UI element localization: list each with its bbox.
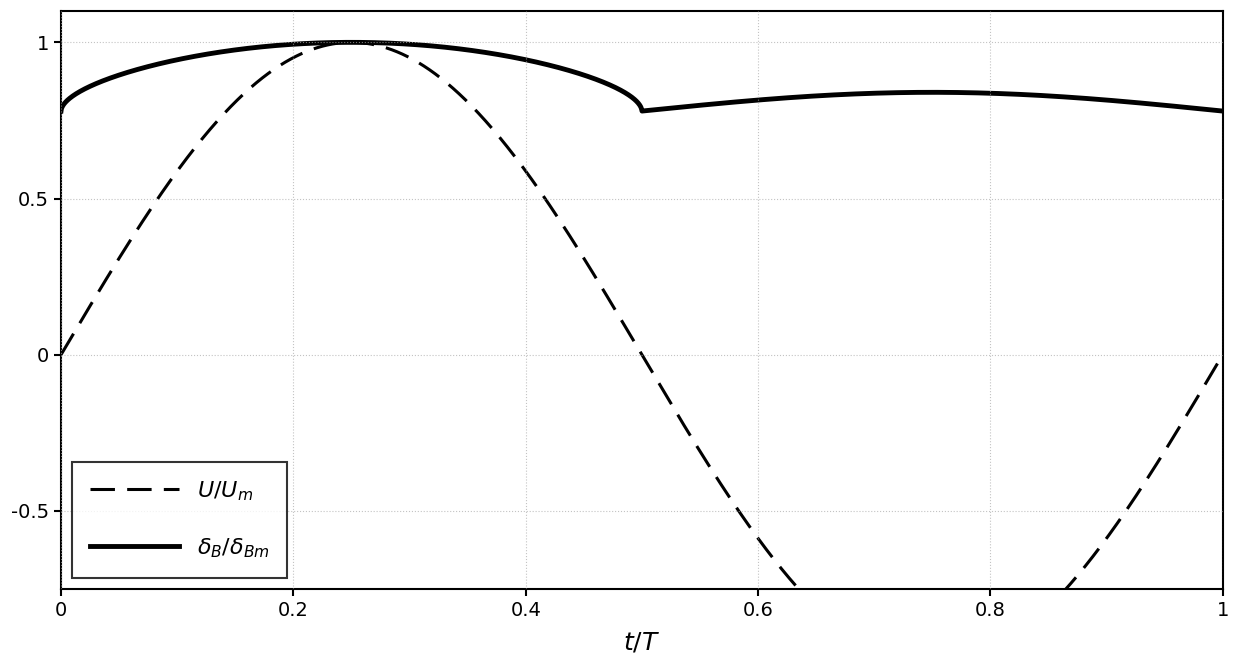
$U/U_m$: [552, 215, 567, 223]
$U/U_m$: [898, 660, 913, 666]
$U/U_m$: [1180, 410, 1195, 418]
$\delta_B/\delta_{Bm}$: [606, 83, 621, 91]
$\delta_B/\delta_{Bm}$: [542, 61, 557, 69]
$\delta_B/\delta_{Bm}$: [53, 107, 68, 115]
$U/U_m$: [606, 302, 621, 310]
$U/U_m$: [1215, 351, 1230, 359]
$\delta_B/\delta_{Bm}$: [552, 63, 567, 71]
$U/U_m$: [1122, 501, 1137, 509]
$U/U_m$: [53, 351, 68, 359]
Line: $\delta_B/\delta_{Bm}$: $\delta_B/\delta_{Bm}$: [61, 43, 1223, 111]
$\delta_B/\delta_{Bm}$: [1179, 103, 1194, 111]
Line: $U/U_m$: $U/U_m$: [61, 43, 1223, 666]
$U/U_m$: [343, 39, 358, 47]
$U/U_m$: [925, 663, 940, 666]
X-axis label: $t/T$: $t/T$: [624, 631, 661, 655]
$\delta_B/\delta_{Bm}$: [343, 39, 358, 47]
$\delta_B/\delta_{Bm}$: [1215, 107, 1230, 115]
$\delta_B/\delta_{Bm}$: [1122, 98, 1137, 106]
Legend: $U/U_m$, $\delta_B/\delta_{Bm}$: $U/U_m$, $\delta_B/\delta_{Bm}$: [72, 462, 288, 578]
$\delta_B/\delta_{Bm}$: [898, 89, 913, 97]
$U/U_m$: [542, 201, 557, 209]
